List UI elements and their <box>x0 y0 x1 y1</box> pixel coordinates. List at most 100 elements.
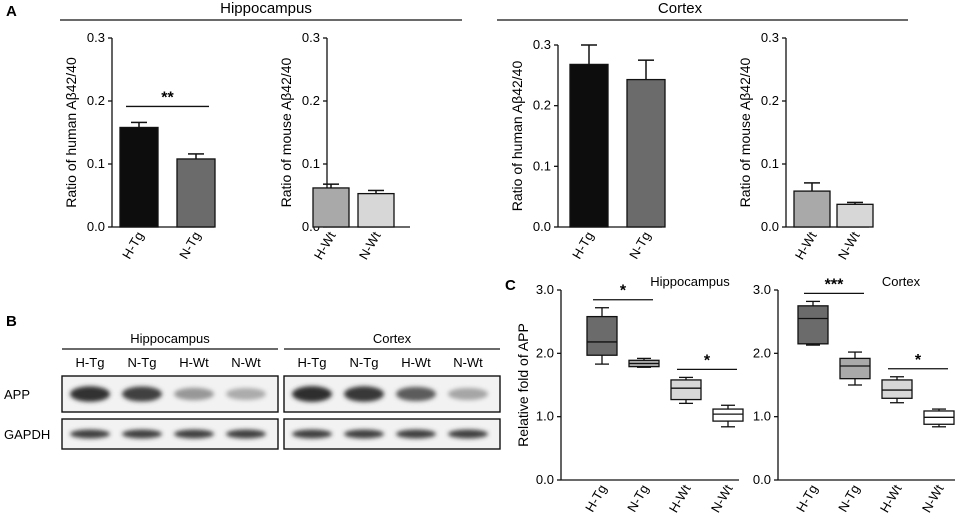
x-tick-label: H-Tg <box>582 482 609 515</box>
y-tick-label: 0.1 <box>302 156 320 171</box>
blot-lane-label: H-Tg <box>298 355 327 370</box>
bar-chart-mouse-cortex: 0.0 0.1 0.2 0.3 Ratio of mouse Aβ42/40 H-Wt N-… <box>737 30 874 262</box>
section-title-cortex: Cortex <box>658 0 703 17</box>
blot-band <box>226 388 266 400</box>
blot-band <box>448 429 488 439</box>
y-tick-label: 0.2 <box>87 93 105 108</box>
bar <box>569 63 609 228</box>
significance-marker: * <box>915 352 922 369</box>
y-tick-label: 3.0 <box>536 282 554 297</box>
panel-label-b: B <box>6 313 17 330</box>
y-tick-label: 0.0 <box>761 219 779 234</box>
blot-region-title: Cortex <box>373 331 412 346</box>
bar-chart-human-hippocampus: 0.0 0.1 0.2 0.3 Ratio of human Aβ42/40 H-Tg N-… <box>63 30 216 262</box>
box-plot-title: Cortex <box>882 274 921 289</box>
x-tick-label: N-Tg <box>835 482 862 515</box>
blot-band <box>396 429 436 439</box>
blot-lane-label: N-Tg <box>350 355 379 370</box>
y-tick-label: 0.0 <box>753 472 771 487</box>
box <box>881 379 913 399</box>
panel-label-c: C <box>505 277 516 294</box>
y-axis-label: Ratio of human Aβ42/40 <box>63 57 79 208</box>
x-tick-label: H-Tg <box>793 482 820 515</box>
y-tick-label: 2.0 <box>536 345 554 360</box>
bar <box>357 192 395 228</box>
blot-band <box>174 387 214 401</box>
bar <box>312 187 350 228</box>
y-axis-label: Relative fold of APP <box>515 323 531 447</box>
bar <box>626 78 666 228</box>
blot-row-label: GAPDH <box>4 427 50 442</box>
y-tick-label: 0.3 <box>761 30 779 45</box>
y-tick-label: 0.1 <box>87 156 105 171</box>
y-axis-label: Ratio of mouse Aβ42/40 <box>737 57 753 207</box>
y-tick-label: 1.0 <box>753 409 771 424</box>
x-tick-label: H-Tg <box>569 229 596 262</box>
significance-marker: ** <box>161 89 174 106</box>
y-tick-label: 0.0 <box>533 219 551 234</box>
significance-marker: * <box>704 352 711 369</box>
y-tick-label: 2.0 <box>753 345 771 360</box>
y-axis-label: Ratio of human Aβ42/40 <box>509 61 525 212</box>
box-plot-title: Hippocampus <box>650 274 730 289</box>
blot-lane-label: H-Tg <box>76 355 105 370</box>
x-tick-label: H-Wt <box>666 482 694 515</box>
y-tick-label: 0.1 <box>761 156 779 171</box>
significance-marker: * <box>620 283 627 300</box>
blot-band <box>448 387 488 401</box>
blot-lane-label: N-Wt <box>453 355 483 370</box>
y-tick-label: 0.3 <box>533 37 551 52</box>
box <box>586 315 618 356</box>
blot-band <box>122 429 162 439</box>
blot-band <box>122 386 162 402</box>
x-tick-label: N-Wt <box>919 482 947 515</box>
bar <box>793 190 831 228</box>
x-tick-label: N-Wt <box>708 482 736 515</box>
x-tick-label: N-Tg <box>626 229 653 262</box>
y-tick-label: 0.3 <box>87 30 105 45</box>
western-blot: Hippocampus Cortex H-Tg N-Tg H-Wt N-Wt H-Tg N-T… <box>4 331 501 450</box>
box <box>797 305 829 345</box>
y-tick-label: 0.2 <box>302 93 320 108</box>
blot-lane-label: N-Wt <box>231 355 261 370</box>
box <box>670 379 702 401</box>
blot-band <box>226 429 266 439</box>
x-tick-label: N-Tg <box>176 229 203 262</box>
blot-band <box>396 386 436 402</box>
box-plot-hippocampus: 0.0 1.0 2.0 3.0 Relative fold of APP H-Tg N-Tg… <box>515 274 744 515</box>
blot-band <box>174 429 214 439</box>
blot-band <box>70 429 110 439</box>
y-tick-label: 0.0 <box>536 472 554 487</box>
bar <box>836 203 874 228</box>
panel-label-a: A <box>6 3 17 20</box>
y-axis-label: Ratio of mouse Aβ42/40 <box>278 57 294 207</box>
x-tick-label: H-Wt <box>877 482 905 515</box>
y-tick-label: 0.2 <box>533 98 551 113</box>
blot-band <box>70 386 110 402</box>
bar <box>176 158 216 228</box>
y-tick-label: 0.0 <box>87 219 105 234</box>
box <box>839 357 871 380</box>
blot-lane-label: H-Wt <box>401 355 431 370</box>
x-tick-label: N-Tg <box>624 482 651 515</box>
blot-band <box>292 386 332 402</box>
blot-lane-label: N-Tg <box>128 355 157 370</box>
x-tick-label: N-Wt <box>356 229 384 262</box>
x-tick-label: H-Tg <box>119 229 146 262</box>
bar <box>119 126 159 228</box>
blot-band <box>292 429 332 439</box>
blot-band <box>344 429 384 439</box>
blot-band <box>344 386 384 402</box>
significance-marker: *** <box>825 276 844 293</box>
y-tick-label: 1.0 <box>536 409 554 424</box>
y-tick-label: 0.3 <box>302 30 320 45</box>
blot-region-title: Hippocampus <box>130 331 210 346</box>
y-tick-label: 0.2 <box>761 93 779 108</box>
y-tick-label: 0.1 <box>533 158 551 173</box>
box-plot-cortex: 0.01.02.03.0H-Tg N-Tg H-Wt N-Wt****Cortex <box>753 274 955 515</box>
blot-row-label: APP <box>4 387 30 402</box>
section-title-hippocampus: Hippocampus <box>220 0 312 17</box>
x-tick-label: H-Wt <box>792 229 820 262</box>
